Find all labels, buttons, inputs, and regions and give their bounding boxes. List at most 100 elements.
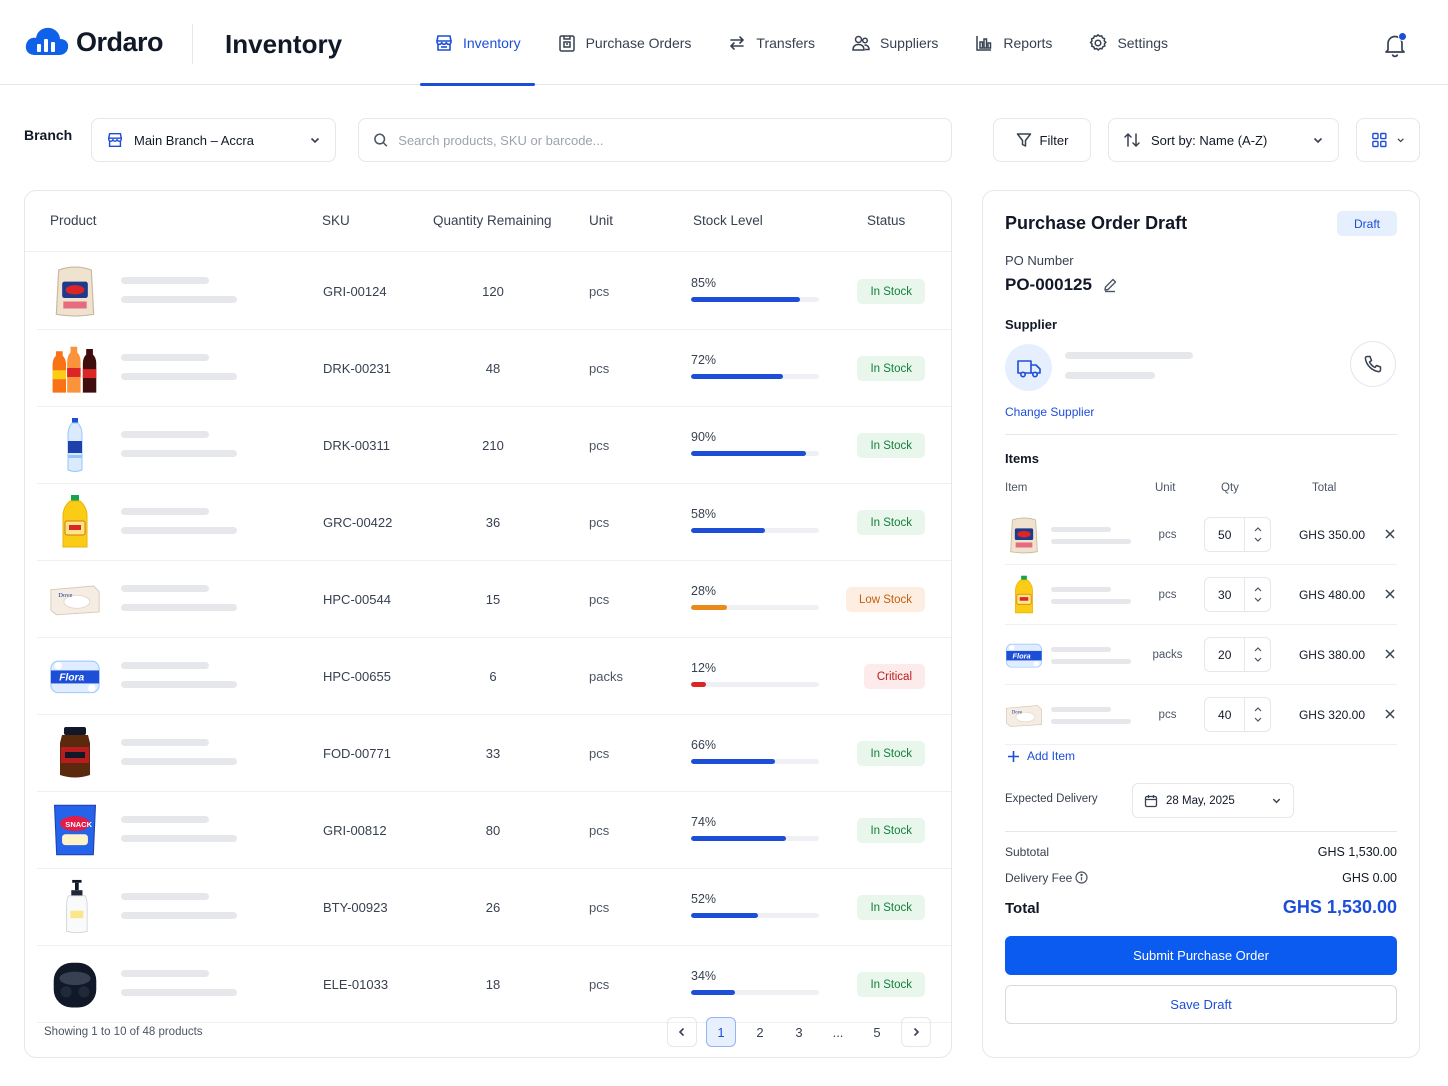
chevron-up-icon[interactable]	[1254, 707, 1262, 712]
pagination: 1 2 3 ... 5	[667, 1017, 931, 1047]
close-icon[interactable]	[1383, 587, 1397, 601]
chevron-down-icon[interactable]	[1254, 717, 1262, 722]
nav-inventory[interactable]: Inventory	[420, 0, 535, 86]
chevron-up-icon[interactable]	[1254, 647, 1262, 652]
subtotal-label: Subtotal	[1005, 845, 1050, 859]
search-input[interactable]	[398, 132, 937, 148]
nav-settings-label: Settings	[1117, 34, 1169, 51]
status-badge: In Stock	[857, 818, 925, 843]
unit-cell: pcs	[589, 438, 610, 453]
item-unit: packs	[1152, 649, 1183, 661]
change-supplier-link[interactable]: Change Supplier	[1005, 405, 1095, 419]
branch-select[interactable]: Main Branch – Accra	[91, 118, 336, 162]
stock-level-fill	[691, 990, 735, 995]
col-stock-level[interactable]: Stock Level	[693, 213, 763, 228]
oil-bottle-icon	[1005, 575, 1043, 615]
call-supplier-button[interactable]	[1350, 341, 1396, 387]
items-col-qty: Qty	[1221, 482, 1239, 494]
status-badge: In Stock	[857, 356, 925, 381]
quantity-spinner[interactable]	[1244, 638, 1270, 671]
quantity-stepper[interactable]: 30	[1204, 577, 1271, 612]
chevron-down-icon	[1272, 798, 1281, 804]
quantity-stepper[interactable]: 20	[1204, 637, 1271, 672]
col-product[interactable]: Product	[50, 213, 97, 228]
nav-reports[interactable]: Reports	[960, 0, 1066, 85]
table-row[interactable]: Dove HPC-00544 15 pcs 28% Low Stock	[37, 561, 951, 638]
page-ellipsis: ...	[832, 1024, 844, 1040]
page-3-button[interactable]: 3	[795, 1024, 803, 1040]
bar-chart-icon	[976, 35, 992, 51]
stock-level-percent: 90%	[691, 430, 717, 444]
table-row[interactable]: Flora HPC-00655 6 packs 12% Critical	[37, 638, 951, 715]
table-row[interactable]: ELE-01033 18 pcs 34% In Stock	[37, 946, 951, 1023]
col-quantity[interactable]: Quantity Remaining	[433, 213, 552, 228]
col-sku[interactable]: SKU	[322, 213, 350, 228]
chevron-down-icon[interactable]	[1254, 597, 1262, 602]
status-badge: Draft	[1337, 211, 1397, 236]
add-item-button[interactable]: Add Item	[1007, 749, 1075, 763]
info-icon[interactable]	[1075, 871, 1088, 884]
nav-purchase-orders[interactable]: Purchase Orders	[543, 0, 706, 85]
view-toggle[interactable]	[1356, 118, 1420, 162]
nav-transfers[interactable]: Transfers	[713, 0, 829, 85]
table-row[interactable]: GRC-00422 36 pcs 58% In Stock	[37, 484, 951, 561]
status-badge: In Stock	[857, 510, 925, 535]
quantity-spinner[interactable]	[1244, 518, 1270, 551]
table-row[interactable]: FOD-00771 33 pcs 66% In Stock	[37, 715, 951, 792]
header-divider	[192, 24, 193, 64]
quantity-stepper[interactable]: 50	[1204, 517, 1271, 552]
chevron-up-icon[interactable]	[1254, 587, 1262, 592]
close-icon[interactable]	[1383, 647, 1397, 661]
quantity-value[interactable]: 30	[1218, 587, 1232, 602]
quantity-stepper[interactable]: 40	[1204, 697, 1271, 732]
quantity-value[interactable]: 20	[1218, 647, 1232, 662]
chevron-up-icon[interactable]	[1254, 527, 1262, 532]
close-icon[interactable]	[1383, 707, 1397, 721]
table-row[interactable]: DRK-00311 210 pcs 90% In Stock	[37, 407, 951, 484]
next-page-button[interactable]	[901, 1017, 931, 1047]
filter-button[interactable]: Filter	[993, 118, 1091, 162]
expected-delivery-date-picker[interactable]: 28 May, 2025	[1132, 783, 1294, 818]
unit-cell: pcs	[589, 977, 610, 992]
quantity-value[interactable]: 50	[1218, 527, 1232, 542]
soda-bottles-icon	[49, 340, 101, 396]
nav-suppliers-label: Suppliers	[880, 34, 939, 51]
nav-settings[interactable]: Settings	[1074, 0, 1182, 85]
tissue-pack-icon: Flora	[49, 648, 101, 704]
nav-transfers-label: Transfers	[756, 34, 816, 51]
col-unit[interactable]: Unit	[589, 213, 614, 228]
chevron-down-icon[interactable]	[1254, 537, 1262, 542]
submit-purchase-order-button[interactable]: Submit Purchase Order	[1005, 936, 1397, 975]
po-title: Purchase Order Draft	[1005, 213, 1188, 233]
prev-page-button[interactable]	[667, 1017, 697, 1047]
ordaro-logo[interactable]: Ordaro	[24, 24, 164, 60]
nav-suppliers[interactable]: Suppliers	[837, 0, 952, 85]
quantity-cell: 33	[485, 746, 501, 761]
save-draft-button[interactable]: Save Draft	[1005, 985, 1397, 1024]
quantity-spinner[interactable]	[1244, 578, 1270, 611]
page-5-button[interactable]: 5	[873, 1024, 881, 1040]
status-badge: In Stock	[857, 895, 925, 920]
product-name-placeholder	[121, 354, 209, 361]
page-1-button[interactable]: 1	[706, 1017, 736, 1047]
po-item-row: Dove pcs 40 GHS 320.00	[1005, 685, 1397, 745]
product-detail-placeholder	[121, 604, 237, 611]
pencil-edit-icon[interactable]	[1102, 277, 1118, 293]
product-detail-placeholder	[121, 912, 237, 919]
product-detail-placeholder	[121, 527, 237, 534]
table-row[interactable]: BTY-00923 26 pcs 52% In Stock	[37, 869, 951, 946]
quantity-value[interactable]: 40	[1218, 707, 1232, 722]
quantity-spinner[interactable]	[1244, 698, 1270, 731]
sort-select-value: Sort by: Name (A-Z)	[1151, 132, 1268, 148]
col-status[interactable]: Status	[867, 213, 906, 228]
grid-view-icon	[1372, 132, 1387, 148]
chevron-down-icon[interactable]	[1254, 657, 1262, 662]
sort-select[interactable]: Sort by: Name (A-Z)	[1108, 118, 1339, 162]
close-icon[interactable]	[1383, 527, 1397, 541]
plus-icon	[1008, 750, 1019, 762]
page-2-button[interactable]: 2	[756, 1024, 764, 1040]
item-detail-placeholder	[1051, 599, 1131, 604]
table-row[interactable]: SNACK GRI-00812 80 pcs 74% In Stock	[37, 792, 951, 869]
table-row[interactable]: GRI-00124 120 pcs 85% In Stock	[37, 253, 951, 330]
table-row[interactable]: DRK-00231 48 pcs 72% In Stock	[37, 330, 951, 407]
